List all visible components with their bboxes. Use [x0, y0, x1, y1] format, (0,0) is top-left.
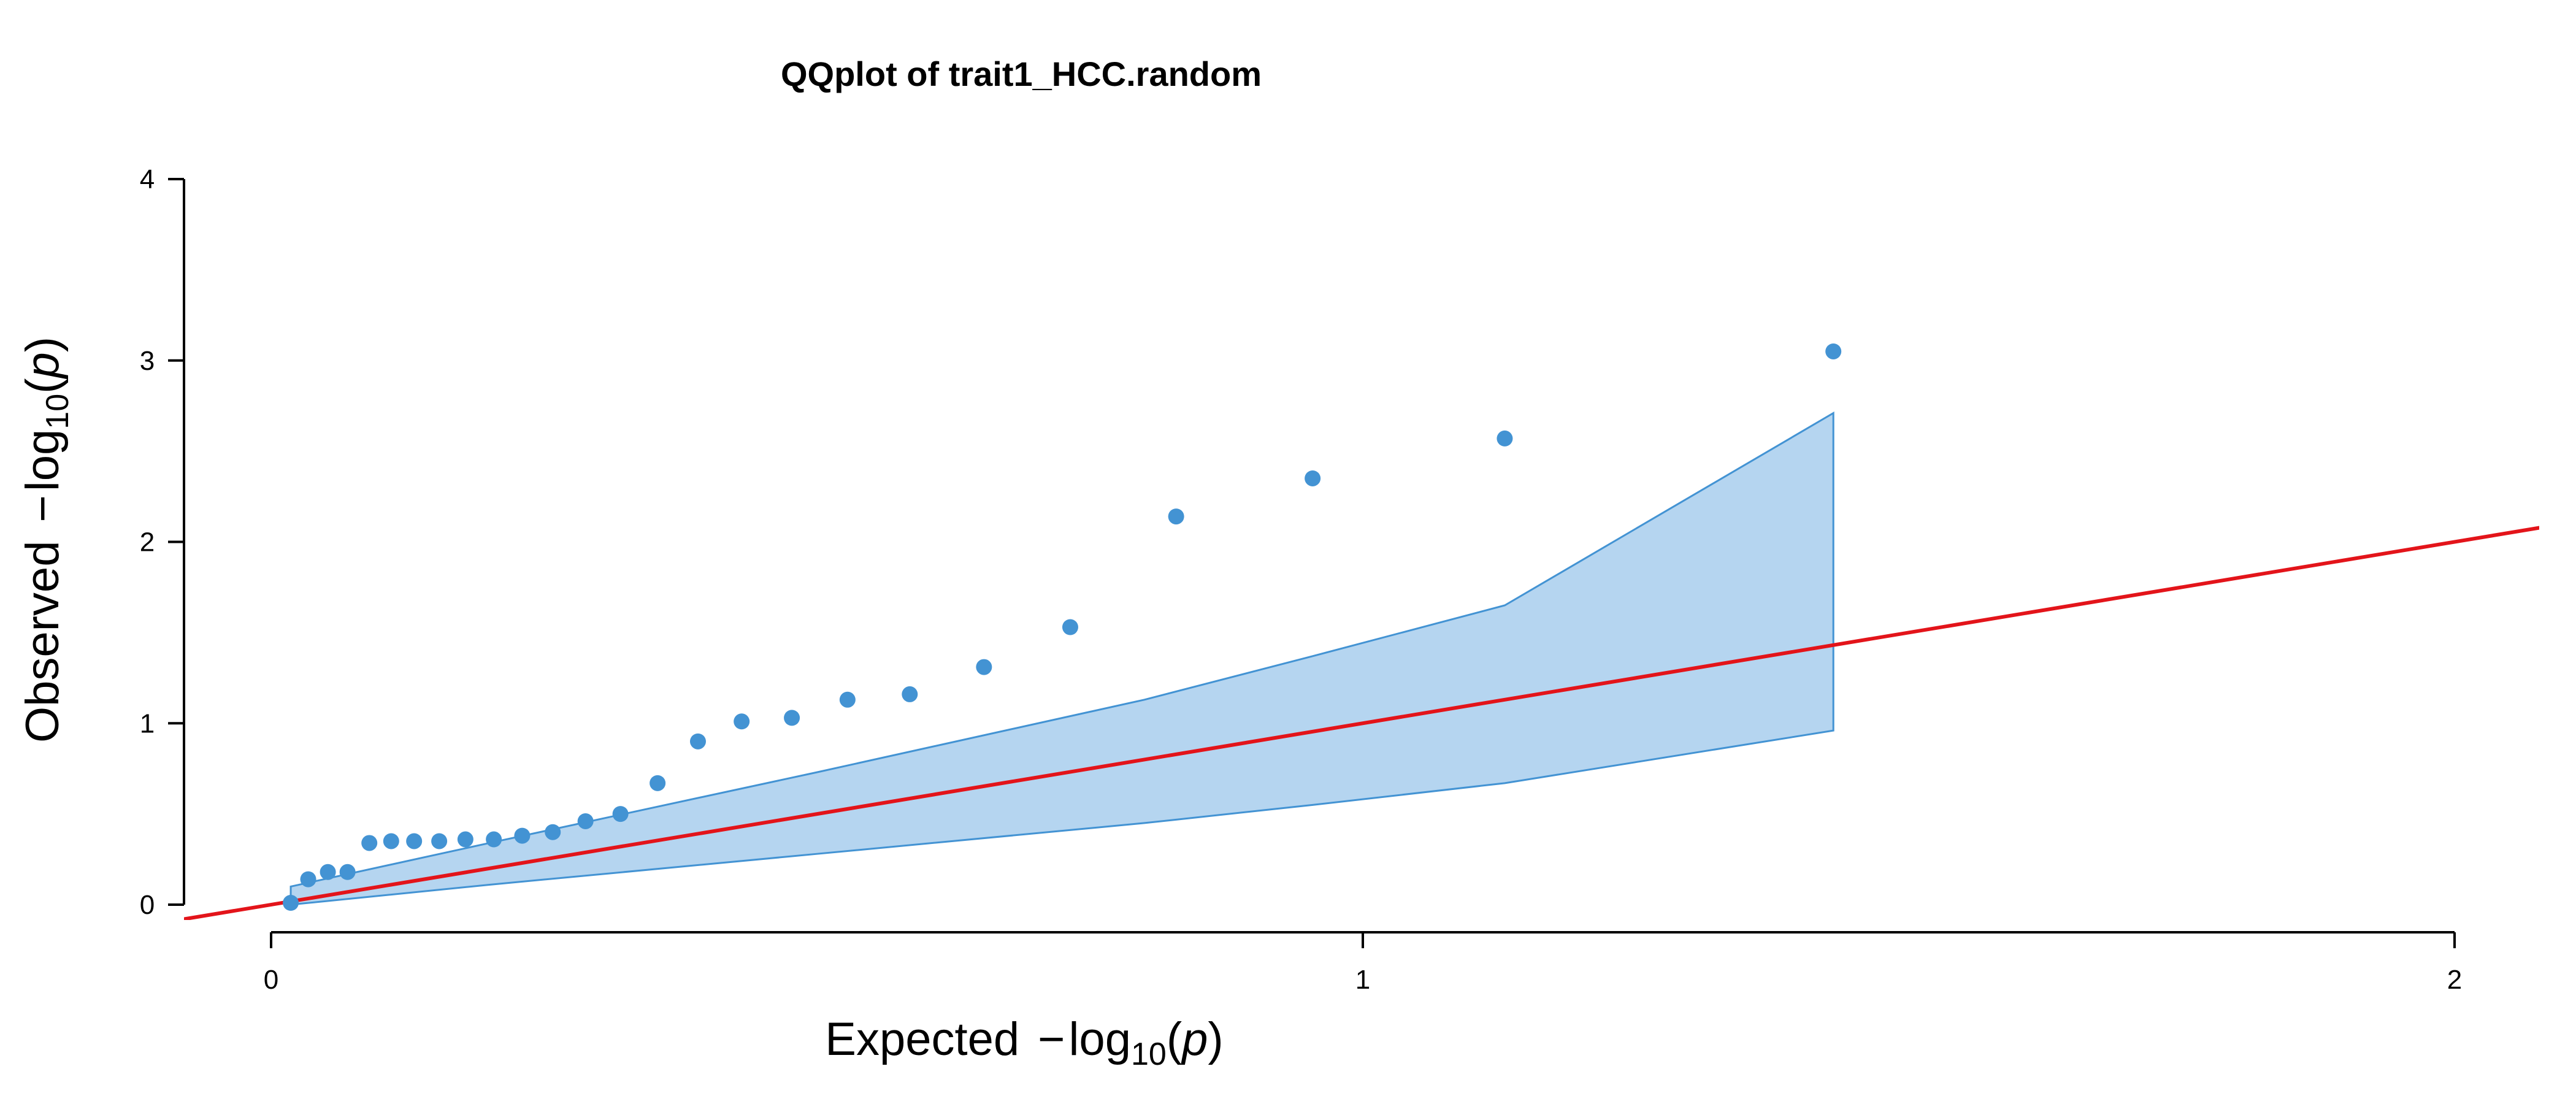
- data-point: [361, 835, 378, 851]
- data-point: [1497, 430, 1513, 447]
- y-ticks: 0 1 2 3 4: [140, 164, 184, 920]
- data-point: [320, 864, 336, 880]
- data-point: [339, 864, 356, 880]
- data-point: [577, 813, 594, 829]
- x-tick-label: 2: [2447, 965, 2462, 995]
- data-point: [486, 831, 502, 848]
- y-tick-label: 3: [140, 346, 155, 376]
- y-tick-label: 1: [140, 708, 155, 738]
- data-point: [650, 775, 666, 791]
- y-axis: 0 1 2 3 4: [140, 164, 185, 920]
- data-point: [689, 733, 706, 749]
- data-point: [300, 871, 316, 887]
- data-point: [1168, 508, 1184, 525]
- data-point: [734, 713, 750, 730]
- data-point: [383, 833, 399, 849]
- data-point: [514, 827, 531, 844]
- y-tick-label: 2: [140, 527, 155, 558]
- data-point: [784, 710, 800, 726]
- y-tick-label: 4: [140, 164, 155, 194]
- x-axis: 0 1 2: [264, 931, 2462, 995]
- y-axis-title: Observed−log10(p): [17, 337, 75, 743]
- data-point: [902, 686, 918, 702]
- data-point: [431, 833, 448, 849]
- data-point: [976, 659, 992, 675]
- data-point: [283, 895, 299, 911]
- confidence-band: [289, 411, 1834, 906]
- x-axis-title: Expected −log10(p): [825, 1013, 1223, 1072]
- data-point: [457, 831, 473, 848]
- reference-line-layer: [184, 526, 2539, 920]
- x-ticks: 0 1 2: [264, 932, 2462, 995]
- x-tick-label: 0: [264, 965, 278, 995]
- chart-title: QQplot of trait1_HCC.random: [781, 55, 1262, 93]
- data-point: [1305, 470, 1321, 486]
- data-point: [545, 824, 561, 840]
- data-points-layer: [283, 343, 1842, 911]
- data-point: [406, 833, 423, 849]
- data-point: [1062, 619, 1078, 635]
- x-tick-label: 1: [1355, 965, 1370, 995]
- data-point: [612, 806, 629, 822]
- confidence-band-layer: [289, 411, 1834, 906]
- reference-line: [184, 526, 2539, 920]
- data-point: [839, 691, 856, 708]
- y-tick-label: 0: [140, 890, 155, 920]
- data-point: [1825, 343, 1842, 359]
